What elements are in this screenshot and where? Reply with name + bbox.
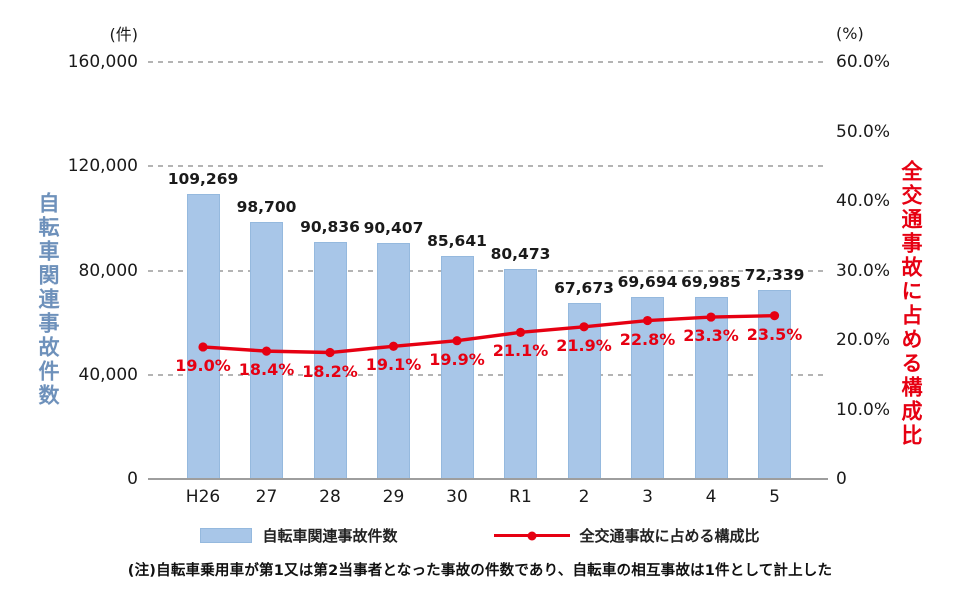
percent-label: 19.9%: [429, 349, 485, 369]
bar: [567, 302, 601, 479]
plot-area: 19.0% 18.4% 18.2% 19.1% 19.9% 21.1% 21.9% 22.8%…: [148, 61, 826, 479]
bar-swatch-icon: [200, 528, 253, 543]
bar: [377, 243, 410, 479]
bar-value-label: 98,700: [236, 197, 297, 216]
line-series: [198, 311, 780, 358]
x-axis-label: 3: [642, 487, 653, 507]
legend-item-bars: 自転車関連事故件数: [200, 525, 398, 546]
bar-value-label: 69,694: [617, 273, 678, 292]
gridline: [148, 165, 826, 168]
left-axis-unit: (件): [109, 25, 139, 44]
bar-value-label: 90,407: [363, 219, 424, 238]
percent-label: 19.1%: [365, 355, 422, 375]
gridline: [148, 373, 826, 376]
line-marker: [642, 315, 653, 326]
x-axis-label: 4: [705, 487, 717, 507]
left-axis-tick: 0: [127, 469, 138, 489]
legend-bar-label: 自転車関連事故件数: [262, 527, 398, 545]
x-axis-label: R1: [509, 487, 532, 507]
percent-label: 23.5%: [746, 324, 803, 344]
line-marker: [769, 311, 780, 321]
x-axis-label: 27: [255, 487, 278, 507]
bar-value-label: 90,836: [300, 218, 360, 237]
bar-value-label: 72,339: [744, 266, 805, 285]
line-marker: [388, 341, 399, 351]
bar: [694, 296, 728, 479]
left-axis-tick: 40,000: [78, 364, 138, 385]
line-marker: [452, 336, 462, 346]
legend: 自転車関連事故件数 全交通事故に占める構成比: [0, 525, 960, 546]
bar: [758, 290, 791, 479]
line-marker: [325, 347, 335, 358]
percent-label: 18.2%: [302, 361, 358, 381]
bar-value-label: 85,641: [427, 231, 487, 250]
line-marker: [198, 342, 208, 352]
x-axis-label: 30: [446, 487, 468, 507]
line-marker: [706, 312, 716, 322]
bar: [440, 255, 474, 479]
line-swatch-icon: [493, 531, 570, 540]
bar: [631, 297, 664, 479]
gridline: [148, 61, 826, 63]
right-axis-tick: 30.0%: [836, 260, 891, 281]
bar-value-label: 80,473: [490, 245, 551, 264]
left-axis-tick: 80,000: [78, 260, 138, 281]
legend-line-label: 全交通事故に占める構成比: [579, 527, 760, 545]
line-path: [202, 313, 775, 355]
percent-label: 18.4%: [238, 360, 295, 380]
left-axis-tick: 160,000: [67, 52, 138, 72]
x-axis-label: 29: [382, 487, 405, 507]
percent-label: 19.0%: [175, 355, 231, 375]
footnote: (注)自転車乗用車が第1又は第2当事者となった事故の件数であり、自転車の相互事故…: [127, 563, 833, 579]
bar-value-label: 69,985: [681, 272, 741, 291]
bar-value-label: 109,269: [167, 170, 239, 189]
percent-label: 23.3%: [683, 326, 739, 346]
bar: [313, 242, 347, 479]
line-marker: [261, 346, 272, 356]
gridline: [148, 269, 826, 272]
legend-item-line: 全交通事故に占める構成比: [493, 525, 760, 546]
bar: [186, 194, 220, 479]
right-axis-tick: 20.0%: [836, 330, 891, 350]
right-axis-tick: 40.0%: [836, 191, 891, 211]
right-axis-unit: (%): [836, 24, 864, 43]
line-marker: [579, 322, 589, 332]
right-axis-tick: 0: [836, 469, 847, 489]
line-dot-icon: [527, 531, 536, 540]
bar-value-label: 67,673: [554, 278, 614, 297]
x-axis-label: 28: [319, 487, 341, 507]
bar: [504, 269, 537, 479]
percent-label: 22.8%: [619, 329, 676, 349]
percent-label: 21.1%: [492, 341, 549, 361]
x-axis-label: H26: [185, 487, 221, 507]
x-axis-line: [148, 478, 828, 480]
left-axis-title: 自転車関連事故件数: [36, 192, 60, 408]
percent-label: 21.9%: [556, 335, 612, 355]
right-axis-tick: 60.0%: [836, 52, 891, 72]
right-axis-tick: 10.0%: [836, 399, 891, 420]
left-axis-tick: 120,000: [67, 156, 138, 177]
line-marker: [515, 327, 526, 337]
x-axis-label: 5: [769, 487, 780, 507]
x-axis-label: 2: [578, 487, 590, 507]
right-axis-tick: 50.0%: [836, 121, 891, 142]
right-axis-title: 全交通事故に占める構成比: [899, 160, 923, 448]
